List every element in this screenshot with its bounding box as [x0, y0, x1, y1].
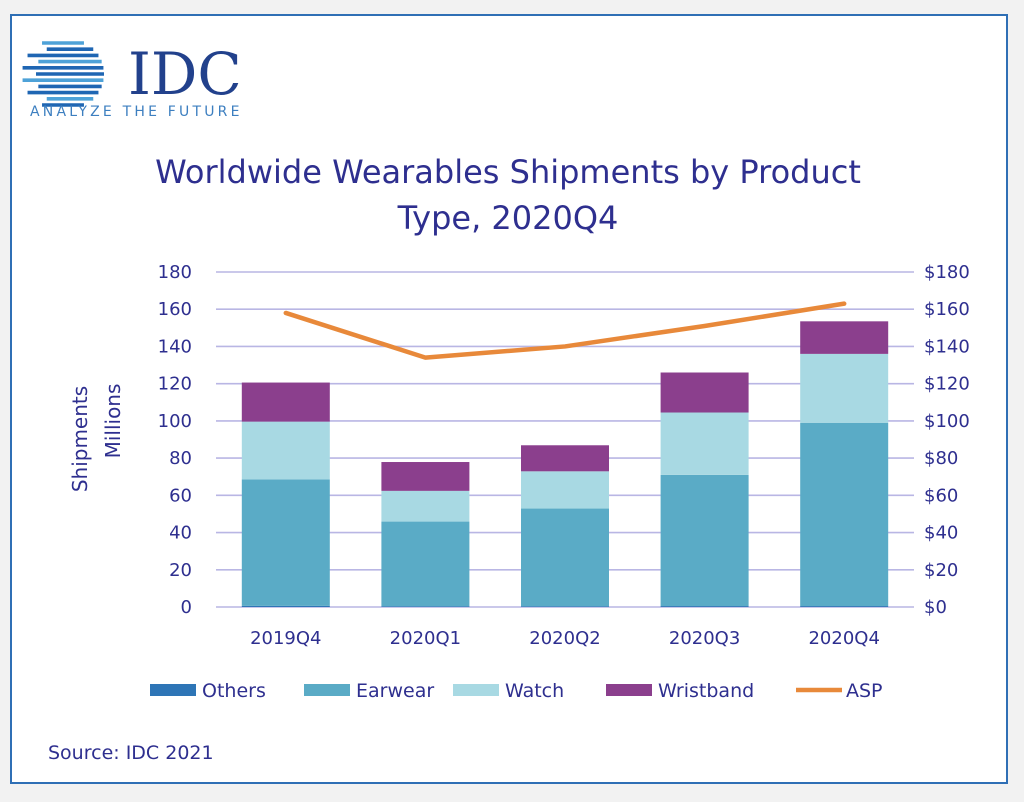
asp-line-path	[283, 301, 847, 360]
bar-earwear-2020q3	[660, 474, 749, 607]
legend-label-watch: Watch	[505, 680, 564, 702]
legend-swatch-watch	[453, 684, 499, 696]
bar-wristband-2020q1	[381, 462, 470, 491]
y-tick-label: 80	[169, 448, 192, 469]
chart-title-line-2: Type, 2020Q4	[397, 199, 619, 237]
bar-watch-2020q2	[521, 471, 609, 509]
legend: Others Earwear Watch Wristband ASP	[150, 680, 883, 702]
legend-swatch-wristband	[606, 684, 652, 696]
y2-tick-label: $120	[924, 374, 970, 395]
x-tick-label: 2020Q1	[390, 628, 461, 649]
y-axis-title-line-1: Shipments	[68, 386, 92, 492]
x-tick-label: 2020Q4	[808, 628, 879, 649]
bar-others-2020q1	[381, 606, 470, 607]
bar-wristband-2020q2	[521, 445, 609, 472]
y2-tick-label: $100	[924, 411, 970, 432]
bar-earwear-2019q4	[241, 479, 330, 606]
y2-tick-label: $40	[924, 523, 958, 544]
y2-tick-label: $80	[924, 448, 958, 469]
legend-swatch-others	[150, 684, 196, 696]
y2-tick-label: $160	[924, 299, 970, 320]
bar-watch-2020q1	[381, 490, 470, 522]
y-tick-label: 100	[158, 411, 192, 432]
y-tick-label: 20	[169, 560, 192, 581]
source-note: Source: IDC 2021	[48, 742, 214, 764]
x-tick-label: 2020Q3	[669, 628, 740, 649]
y-axis-ticks: 0 20 40 60 80 100 120 140 160 180	[158, 262, 192, 618]
x-tick-label: 2020Q2	[529, 628, 600, 649]
legend-label-earwear: Earwear	[356, 680, 434, 702]
chart-title-line-1: Worldwide Wearables Shipments by Product	[155, 153, 861, 191]
y-axis-title-line-2: Millions	[101, 384, 125, 459]
y-tick-label: 40	[169, 523, 192, 544]
y-tick-label: 140	[158, 336, 192, 357]
chart: IDC ANALYZE THE FUTURE Worldwide Wearabl…	[22, 40, 970, 764]
asp-line	[283, 301, 847, 360]
y-tick-label: 120	[158, 374, 192, 395]
bar-earwear-2020q2	[521, 508, 609, 607]
legend-label-others: Others	[202, 680, 266, 702]
y2-tick-label: $0	[924, 597, 947, 618]
bar-wristband-2020q3	[660, 372, 749, 413]
logo-name: IDC	[128, 40, 242, 108]
bar-others-2019q4	[241, 605, 330, 607]
idc-logo: IDC ANALYZE THE FUTURE	[22, 40, 243, 120]
bar-earwear-2020q1	[381, 521, 470, 607]
bars	[241, 321, 889, 607]
bar-watch-2020q4	[800, 353, 889, 423]
bar-wristband-2019q4	[241, 382, 330, 422]
y2-tick-label: $140	[924, 336, 970, 357]
legend-label-wristband: Wristband	[658, 680, 754, 702]
y-tick-label: 180	[158, 262, 192, 283]
bar-earwear-2020q4	[800, 422, 889, 607]
bar-wristband-2020q4	[800, 321, 889, 354]
logo-tagline: ANALYZE THE FUTURE	[30, 104, 243, 120]
x-tick-label: 2019Q4	[250, 628, 321, 649]
bar-watch-2019q4	[241, 421, 330, 480]
bar-others-2020q4	[800, 606, 889, 607]
bar-others-2020q2	[521, 606, 609, 607]
y-tick-label: 60	[169, 485, 192, 506]
legend-swatch-earwear	[304, 684, 350, 696]
y-tick-label: 0	[181, 597, 192, 618]
y-tick-label: 160	[158, 299, 192, 320]
y2-tick-label: $20	[924, 560, 958, 581]
y2-tick-label: $60	[924, 485, 958, 506]
idc-globe-icon	[22, 41, 104, 107]
bar-watch-2020q3	[660, 412, 749, 475]
y2-tick-label: $180	[924, 262, 970, 283]
legend-label-asp: ASP	[846, 680, 883, 702]
y2-axis-ticks: $0 $20 $40 $60 $80 $100 $120 $140 $160 $180	[924, 262, 970, 618]
x-axis-ticks: 2019Q4 2020Q1 2020Q2 2020Q3 2020Q4	[250, 628, 880, 649]
chart-frame: IDC ANALYZE THE FUTURE Worldwide Wearabl…	[10, 14, 1008, 784]
bar-others-2020q3	[660, 606, 749, 607]
